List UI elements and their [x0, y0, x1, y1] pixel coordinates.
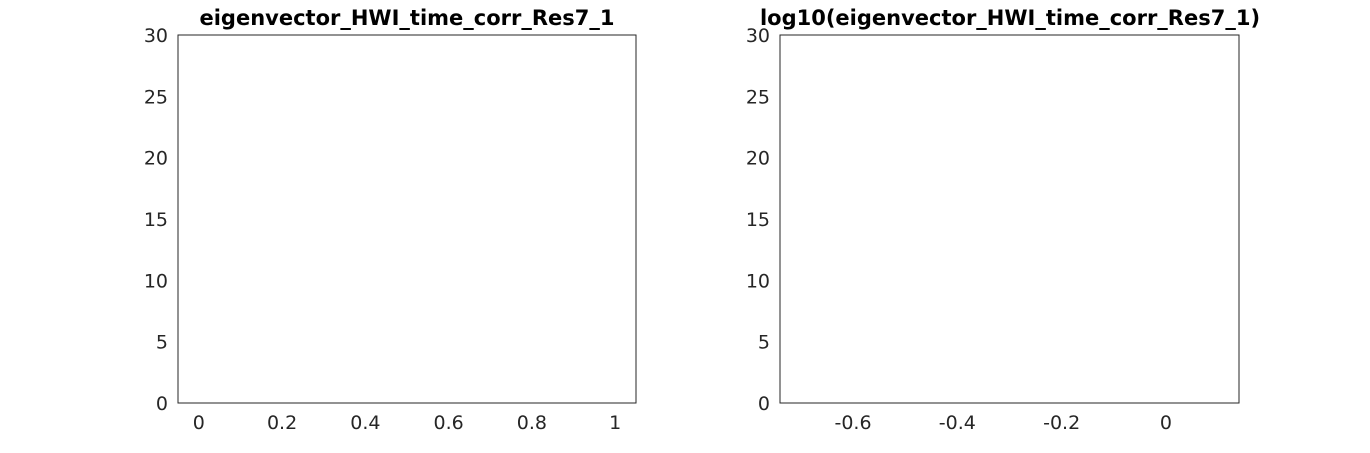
- y-tick-label: 0: [758, 393, 770, 415]
- y-tick-label: 10: [746, 270, 770, 292]
- x-tick-label: 0: [1160, 412, 1172, 434]
- x-axis-linear: 0 0.2 0.4 0.6 0.8 1: [193, 35, 621, 434]
- histogram-panel-log: log10(eigenvector_HWI_time_corr_Res7_1) …: [746, 6, 1260, 434]
- x-tick-label: 0.2: [267, 412, 297, 434]
- y-tick-label: 25: [144, 86, 168, 108]
- y-tick-label: 15: [746, 209, 770, 231]
- chart-title-linear: eigenvector_HWI_time_corr_Res7_1: [199, 6, 614, 30]
- x-tick-label: 0.4: [350, 412, 380, 434]
- y-axis-log: 0 5 10 15 20 25 30: [746, 25, 1239, 415]
- x-axis-log: -0.6 -0.4 -0.2 0: [834, 35, 1172, 434]
- y-tick-label: 20: [746, 148, 770, 170]
- y-tick-label: 5: [758, 332, 770, 354]
- chart-title-log: log10(eigenvector_HWI_time_corr_Res7_1): [760, 6, 1260, 30]
- y-tick-label: 10: [144, 270, 168, 292]
- y-tick-label: 25: [746, 86, 770, 108]
- y-tick-label: 0: [156, 393, 168, 415]
- y-tick-label: 30: [746, 25, 770, 47]
- x-tick-label: 1: [609, 412, 621, 434]
- x-tick-label: 0: [193, 412, 205, 434]
- y-tick-label: 5: [156, 332, 168, 354]
- y-tick-label: 15: [144, 209, 168, 231]
- plot-frame: [779, 34, 1240, 404]
- x-tick-label: -0.4: [939, 412, 976, 434]
- histogram-panel-linear: eigenvector_HWI_time_corr_Res7_1 0 0.2 0.4…: [144, 6, 637, 434]
- y-axis-linear: 0 5 10 15 20 25 30: [144, 25, 636, 415]
- x-tick-label: 0.6: [434, 412, 464, 434]
- y-tick-label: 20: [144, 148, 168, 170]
- x-tick-label: -0.6: [834, 412, 871, 434]
- plot-frame: [177, 34, 637, 404]
- y-tick-label: 30: [144, 25, 168, 47]
- x-tick-label: 0.8: [517, 412, 547, 434]
- x-tick-label: -0.2: [1043, 412, 1080, 434]
